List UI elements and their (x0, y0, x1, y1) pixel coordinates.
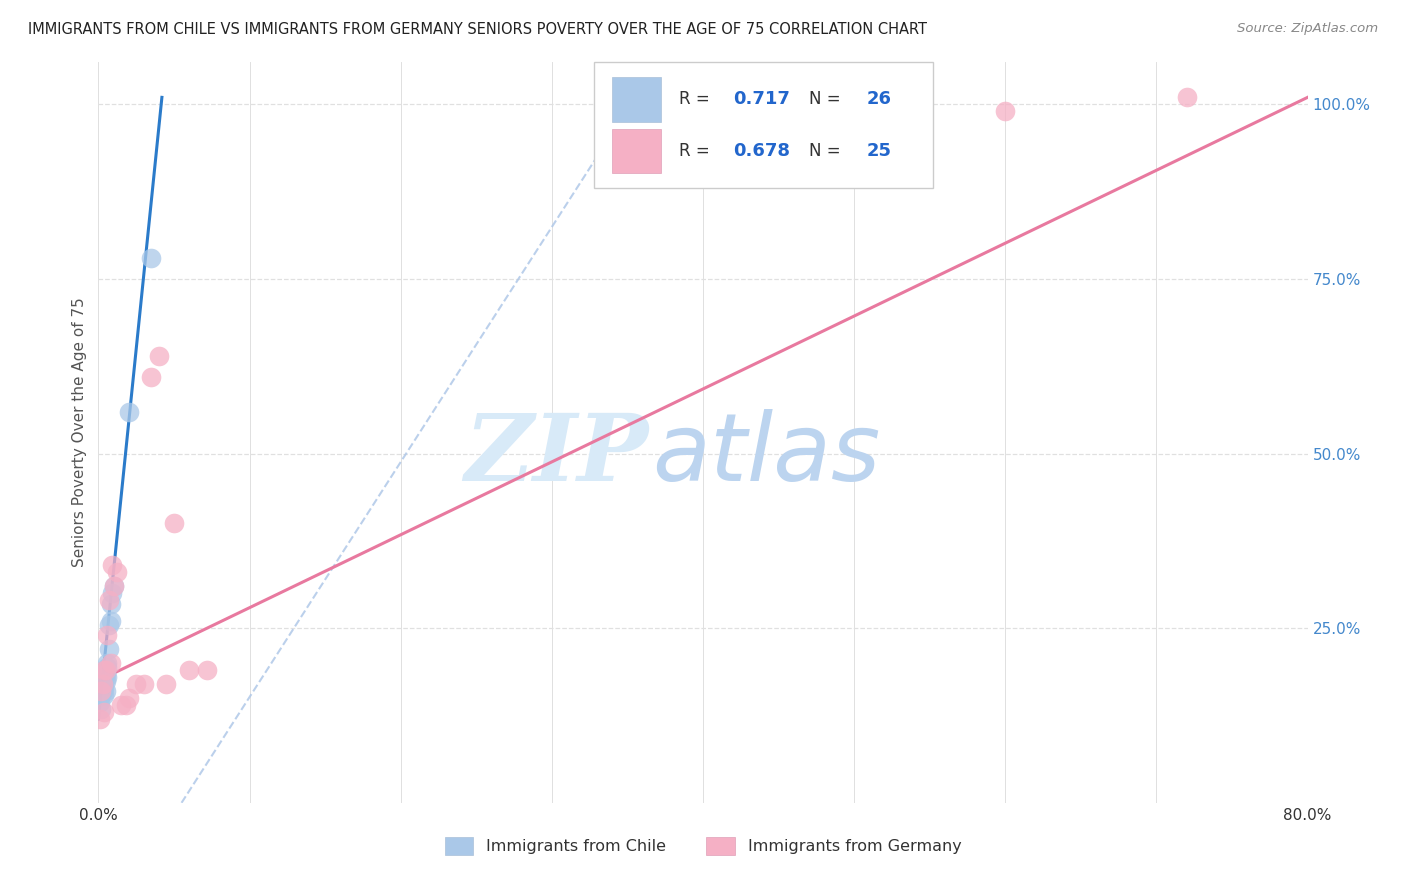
Point (179, 663, 201, 677)
Point (96, 670, 118, 684)
Point (94, 663, 117, 677)
Point (94, 666, 117, 681)
FancyBboxPatch shape (595, 62, 932, 188)
Legend: Immigrants from Chile, Immigrants from Germany: Immigrants from Chile, Immigrants from G… (439, 830, 967, 862)
Point (96, 628, 118, 642)
Text: 26: 26 (866, 90, 891, 109)
Y-axis label: Seniors Poverty Over the Age of 75: Seniors Poverty Over the Age of 75 (72, 298, 87, 567)
Point (101, 558, 124, 573)
Point (994, 104, 1017, 119)
Text: N =: N = (810, 143, 846, 161)
Point (148, 349, 170, 363)
Text: atlas: atlas (652, 409, 880, 500)
Point (105, 566, 128, 580)
Point (90, 684, 112, 698)
Text: 0.717: 0.717 (734, 90, 790, 109)
Text: Source: ZipAtlas.com: Source: ZipAtlas.com (1237, 22, 1378, 36)
FancyBboxPatch shape (613, 129, 661, 173)
Point (141, 251, 163, 265)
Point (132, 677, 155, 691)
Point (90, 701, 112, 715)
Text: 25: 25 (866, 143, 891, 161)
Point (91, 677, 114, 691)
Text: N =: N = (810, 90, 846, 109)
Point (163, 516, 186, 531)
Point (90, 688, 112, 702)
Point (96, 659, 118, 673)
Point (103, 579, 125, 593)
Point (100, 597, 122, 611)
FancyBboxPatch shape (613, 78, 661, 121)
Text: R =: R = (679, 90, 714, 109)
Point (118, 691, 141, 706)
Text: 0.678: 0.678 (734, 143, 790, 161)
Point (94, 673, 117, 688)
Point (91, 684, 114, 698)
Text: IMMIGRANTS FROM CHILE VS IMMIGRANTS FROM GERMANY SENIORS POVERTY OVER THE AGE OF: IMMIGRANTS FROM CHILE VS IMMIGRANTS FROM… (28, 22, 927, 37)
Point (103, 579, 125, 593)
Point (96, 656, 118, 670)
Point (101, 586, 124, 600)
Point (93, 663, 115, 677)
Point (118, 405, 141, 419)
Point (141, 369, 163, 384)
Point (98, 642, 121, 657)
Point (195, 663, 218, 677)
Point (114, 698, 136, 712)
Point (100, 614, 122, 628)
Text: ZIP: ZIP (464, 409, 648, 500)
Text: R =: R = (679, 143, 714, 161)
Point (93, 681, 115, 695)
Point (125, 677, 148, 691)
Point (89, 688, 111, 702)
Point (93, 673, 115, 688)
Point (98, 593, 121, 607)
Point (94, 684, 117, 698)
Point (93, 688, 115, 702)
Point (91, 677, 114, 691)
Point (98, 617, 121, 632)
Point (91, 670, 114, 684)
Point (1175, 90, 1198, 104)
Point (155, 677, 177, 691)
Point (100, 656, 122, 670)
Point (110, 698, 132, 712)
Point (89, 712, 111, 726)
Point (93, 705, 115, 719)
Point (89, 694, 111, 708)
Point (93, 677, 115, 691)
Point (90, 684, 112, 698)
